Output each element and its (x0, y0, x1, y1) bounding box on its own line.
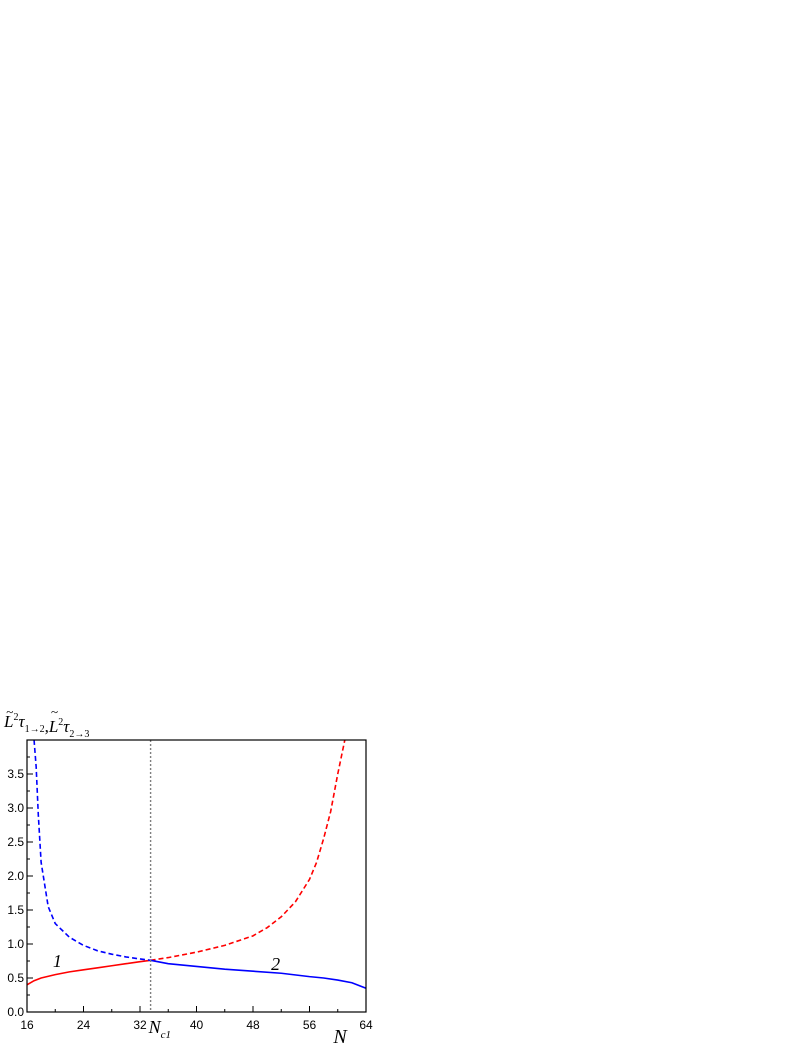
y-tick-label: 2.0 (7, 869, 24, 883)
y-tick-label: 0.5 (7, 971, 24, 985)
x-tick-label: 56 (303, 1018, 317, 1032)
y-tick-label: 0.0 (7, 1005, 24, 1019)
curve-number-label: 2 (271, 954, 280, 974)
curves-layer (27, 740, 366, 989)
series-2-dashed-curve (33, 740, 151, 962)
x-tick-label: 32 (133, 1018, 147, 1032)
y-tick-label: 2.5 (7, 835, 24, 849)
ticks-layer (26, 756, 367, 1013)
tilde-accent: ~ (51, 704, 58, 719)
series-1-dashed-curve (150, 740, 346, 962)
x-tick-label: 24 (77, 1018, 91, 1032)
y-axis-label: L2τ1→2,L2τ2→3~ ~ (3, 704, 89, 740)
tilde-accent: ~ (6, 704, 13, 719)
y-tick-label: 3.5 (7, 767, 24, 781)
x-tick-label: 40 (190, 1018, 204, 1032)
critical-n-label: Nc1 (148, 1017, 171, 1041)
tick-labels-layer: 16 24 32 40 48 56 64 0.0 0.5 1.0 1.5 2.0 2.5 3.0 3.5 (7, 767, 373, 1032)
series-1-solid-curve (27, 959, 151, 986)
y-tick-label: 1.5 (7, 903, 24, 917)
y-axis-label-text: L2τ1→2,L2τ2→3 (3, 712, 89, 740)
x-axis-label-group: Nc1 N (148, 1017, 349, 1048)
y-tick-label: 1.0 (7, 937, 24, 951)
x-tick-label: 16 (20, 1018, 34, 1032)
curve-number-label: 1 (53, 951, 62, 971)
y-tick-label: 3.0 (7, 801, 24, 815)
x-tick-label: 64 (359, 1018, 373, 1032)
series-2-solid-curve (150, 959, 366, 989)
x-tick-label: 48 (246, 1018, 260, 1032)
x-axis-label: N (332, 1026, 348, 1048)
